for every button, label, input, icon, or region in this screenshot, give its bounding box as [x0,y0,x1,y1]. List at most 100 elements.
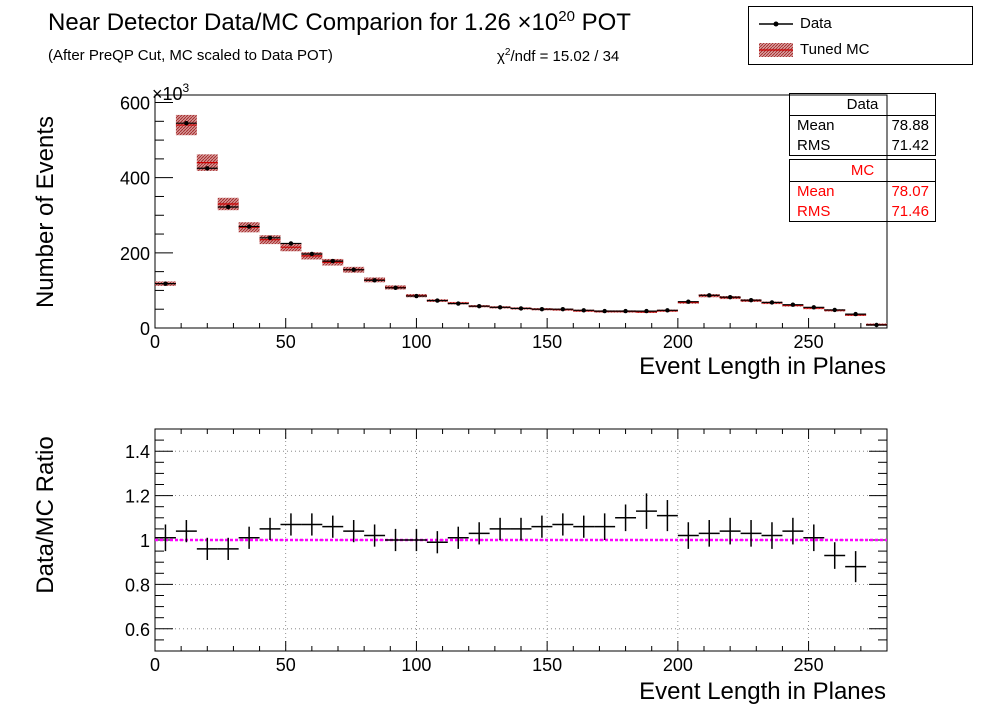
figure-title-exponent: 20 [558,8,575,25]
data-point [288,241,294,246]
top-x-tick-label: 200 [663,332,693,352]
data-point [874,322,879,328]
mc-band-bar [615,310,637,313]
bottom-plot-frame [154,428,888,652]
stats-box-data: Data Mean 78.88 RMS 71.42 [789,93,936,156]
data-point [602,308,607,314]
top-data-series [155,120,887,328]
mc-band-bar [426,299,448,302]
stats-data-mean-row: Mean 78.88 [790,116,935,136]
top-x-tick-label: 50 [276,332,296,352]
stats-data-title: Data [790,94,935,116]
top-y-tick-label: 600 [120,94,150,114]
bottom-plot: 0 50 100 150 200 250 0.6 0.8 1 1.2 1.4 Event Leng… [32,428,888,705]
data-point [226,204,231,210]
top-y-axis-title: Number of Events [32,116,59,308]
legend-data-label: Data [800,15,832,32]
bottom-x-axis: 0 50 100 150 200 250 [150,429,888,675]
stats-mc-rms-label: RMS [797,203,831,220]
chi2-symbol: χ [497,48,505,65]
data-point [853,311,858,317]
data-point [686,299,691,304]
data-point [727,294,733,300]
legend: Data Tuned MC [748,6,973,65]
stats-mc-rms-row: RMS 71.46 [790,202,935,222]
data-point [790,302,796,307]
mc-band-bar [552,308,574,311]
y-multiplier-exp: 3 [183,81,190,95]
mc-band-bar [364,277,386,283]
stats-mc-rms-value: 71.46 [891,203,929,220]
mc-band-bar [322,258,344,266]
top-x-axis: 0 50 100 150 200 250 [150,318,888,352]
stats-data-mean-label: Mean [797,117,835,134]
mc-band-bar [238,222,260,233]
data-point [560,307,566,312]
bottom-x-tick-label: 250 [794,655,824,675]
bottom-y-axis: 0.6 0.8 1 1.2 1.4 [125,428,887,652]
mc-band-bar [301,252,323,260]
mc-band-bar [489,306,511,309]
mc-band-bar [677,301,699,304]
top-plot-frame [154,94,888,329]
chi2-label: χ2/ndf = 15.02 / 34 [497,47,619,65]
bottom-x-tick-label: 50 [276,655,296,675]
data-point [184,120,189,126]
top-plot: 0 50 100 150 200 250 0 200 400 600 ×103 Event Le… [32,81,888,380]
mc-band-bar [343,266,365,273]
stats-mc-mean-row: Mean 78.07 [790,182,935,202]
top-x-tick-label: 150 [532,332,562,352]
data-point [644,308,649,314]
stats-data-mean-value: 78.88 [891,117,929,134]
bottom-y-tick-label: 1.2 [125,487,150,507]
mc-band-bar [510,307,532,310]
figure-title: Near Detector Data/MC Comparion for 1.26… [48,8,631,37]
mc-band-bar [803,306,825,310]
mc-band-bar [385,285,406,290]
stats-data-rms-value: 71.42 [891,137,929,154]
data-point [811,305,816,310]
legend-mc-label: Tuned MC [800,41,870,58]
bottom-y-tick-label: 0.6 [125,620,150,640]
figure-title-tail: POT [574,9,631,36]
bottom-x-tick-label: 0 [150,655,160,675]
bottom-x-axis-title: Event Length in Planes [639,678,886,705]
data-point [205,166,210,171]
stats-mc-title: MC [790,160,935,182]
bottom-grid [155,429,887,651]
mc-band-bar [719,296,741,300]
data-point [581,308,586,313]
mc-band-bar [573,309,595,312]
mc-band-bar [280,243,302,252]
top-x-tick-label: 100 [401,332,431,352]
data-point [623,308,628,314]
top-x-axis-title: Event Length in Planes [639,353,886,380]
bottom-x-tick-label: 200 [663,655,693,675]
mc-band-bar [155,281,176,286]
top-y-tick-label: 400 [120,169,150,189]
data-point [435,298,440,303]
data-point [832,307,837,313]
data-point [351,267,356,272]
data-point [456,301,461,306]
data-point [497,305,503,310]
data-point [309,251,315,257]
data-point [414,293,419,299]
stats-box-mc: MC Mean 78.07 RMS 71.46 [789,159,936,222]
mc-band-bar [196,154,218,171]
top-mc-series [155,114,887,326]
figure-title-main: Near Detector Data/MC Comparion for 1.26 [48,9,518,36]
top-y-tick-label: 0 [140,319,150,339]
mc-band-bar [845,313,867,316]
data-point [769,300,775,305]
legend-mc-box-icon [759,43,793,57]
data-point [163,281,168,286]
data-point [330,258,335,264]
data-point [372,278,377,283]
bottom-y-tick-label: 0.8 [125,575,150,595]
bottom-x-tick-label: 100 [401,655,431,675]
bottom-y-tick-label: 1 [140,531,150,551]
mc-band-bar [698,294,720,298]
y-multiplier-base: ×10 [152,84,183,104]
